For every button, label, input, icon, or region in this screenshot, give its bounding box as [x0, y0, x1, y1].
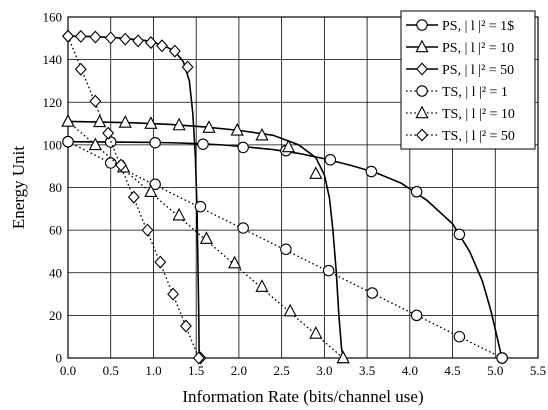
- series-3-point: [132, 34, 145, 48]
- x-tick-label: 5.0: [487, 363, 503, 378]
- series-5-point: [88, 137, 102, 151]
- series-1-point: [324, 154, 337, 166]
- series-1-point: [453, 228, 466, 241]
- series-2-point: [202, 120, 216, 133]
- series-1-point: [365, 165, 378, 178]
- series-4-point: [322, 264, 335, 277]
- legend-marker-5: [415, 105, 429, 119]
- series-3-point: [181, 60, 194, 74]
- series-4-point: [496, 352, 508, 364]
- series-5-point: [309, 326, 323, 339]
- series-2-point: [93, 114, 107, 128]
- series-5-point: [336, 350, 350, 364]
- series-4-point: [410, 309, 423, 322]
- series-3-point: [156, 39, 168, 53]
- series-1-point: [410, 186, 423, 198]
- legend-label-5: TS, | l |² = 10: [442, 107, 515, 122]
- series-5-point: [255, 279, 269, 292]
- y-tick-label: 100: [43, 137, 63, 152]
- y-tick-label: 140: [43, 52, 63, 67]
- legend-box: [400, 10, 536, 150]
- series-6-point: [89, 94, 102, 108]
- series-5-point: [172, 207, 186, 221]
- legend-marker-2: [415, 39, 429, 53]
- legend-marker-4: [416, 85, 428, 97]
- legend-label-3: PS, | l |² = 50: [442, 63, 514, 78]
- series-3-point: [168, 44, 181, 58]
- x-tick-label: 2.5: [274, 363, 290, 378]
- series-6-point: [62, 29, 74, 43]
- y-tick-label: 160: [43, 10, 63, 25]
- series-5-point: [61, 114, 75, 127]
- series-4-point: [280, 243, 292, 256]
- series-4-point: [366, 287, 378, 299]
- series-1-point: [149, 136, 161, 149]
- legend-label-2: PS, | l |² = 10: [442, 41, 514, 56]
- series-4-point: [237, 222, 249, 234]
- x-tick-label: 0.0: [60, 363, 76, 378]
- y-tick-label: 60: [49, 223, 62, 238]
- series-2-point: [309, 166, 323, 179]
- series-line-4: [67, 141, 503, 359]
- legend-label-4: TS, | l |² = 1: [442, 85, 508, 100]
- x-tick-label: 4.0: [402, 363, 418, 378]
- series-6-point: [179, 319, 192, 333]
- series-4-point: [194, 200, 207, 213]
- series-1-point: [237, 141, 249, 154]
- legend-marker-3: [416, 62, 428, 76]
- x-tick-label: 0.5: [103, 363, 119, 378]
- y-axis-title: Energy Unit: [9, 146, 28, 230]
- series-5-point: [283, 303, 297, 317]
- series-2-point: [255, 127, 269, 141]
- x-tick-label: 1.5: [188, 363, 204, 378]
- x-tick-label: 2.0: [231, 363, 247, 378]
- series-4-point: [149, 178, 161, 191]
- series-6-point: [154, 255, 167, 269]
- series-2-point: [230, 122, 244, 136]
- series-6-point: [115, 158, 127, 172]
- series-2-point: [144, 116, 158, 129]
- plot-frame: [67, 16, 539, 359]
- legend-marker-1: [416, 19, 428, 31]
- series-3-point: [119, 32, 132, 46]
- y-tick-label: 20: [49, 308, 62, 323]
- legend-marker-6: [416, 128, 428, 142]
- series-5-point: [199, 231, 214, 244]
- legend-label-6: TS, | l |² = 50: [442, 129, 515, 144]
- series-6-point: [167, 287, 180, 301]
- series-5-point: [144, 184, 158, 198]
- series-2-point: [172, 117, 186, 131]
- x-tick-label: 1.0: [145, 363, 161, 378]
- series-3-point: [104, 31, 117, 45]
- x-axis-title: Information Rate (bits/channel use): [182, 387, 423, 406]
- x-tick-label: 3.0: [316, 363, 332, 378]
- y-tick-label: 0: [56, 351, 63, 366]
- x-tick-label: 5.5: [530, 363, 546, 378]
- series-6-point: [102, 126, 115, 140]
- series-6-point: [192, 351, 205, 365]
- series-6-point: [74, 62, 87, 76]
- legend-label-1: PS, | l |² = 1$: [442, 19, 514, 34]
- y-tick-label: 80: [49, 180, 62, 195]
- series-6-point: [127, 190, 140, 204]
- series-5-point: [228, 255, 242, 269]
- x-tick-label: 3.5: [359, 363, 375, 378]
- series-1-point: [197, 138, 209, 150]
- series-3-point: [89, 30, 102, 44]
- series-6-point: [141, 223, 154, 237]
- series-4-point: [62, 135, 74, 148]
- series-4-point: [453, 330, 466, 343]
- series-3-point: [74, 29, 87, 43]
- series-2-point: [118, 115, 132, 128]
- series-3-point: [144, 36, 157, 50]
- y-tick-label: 40: [49, 265, 62, 280]
- legend: PS, | l |² = 1$ PS, | l |² = 10 PS, | l |²…: [400, 10, 536, 150]
- series-4-point: [104, 157, 117, 169]
- y-tick-label: 120: [43, 95, 63, 110]
- series-2-point: [281, 139, 296, 153]
- x-tick-label: 4.5: [444, 363, 460, 378]
